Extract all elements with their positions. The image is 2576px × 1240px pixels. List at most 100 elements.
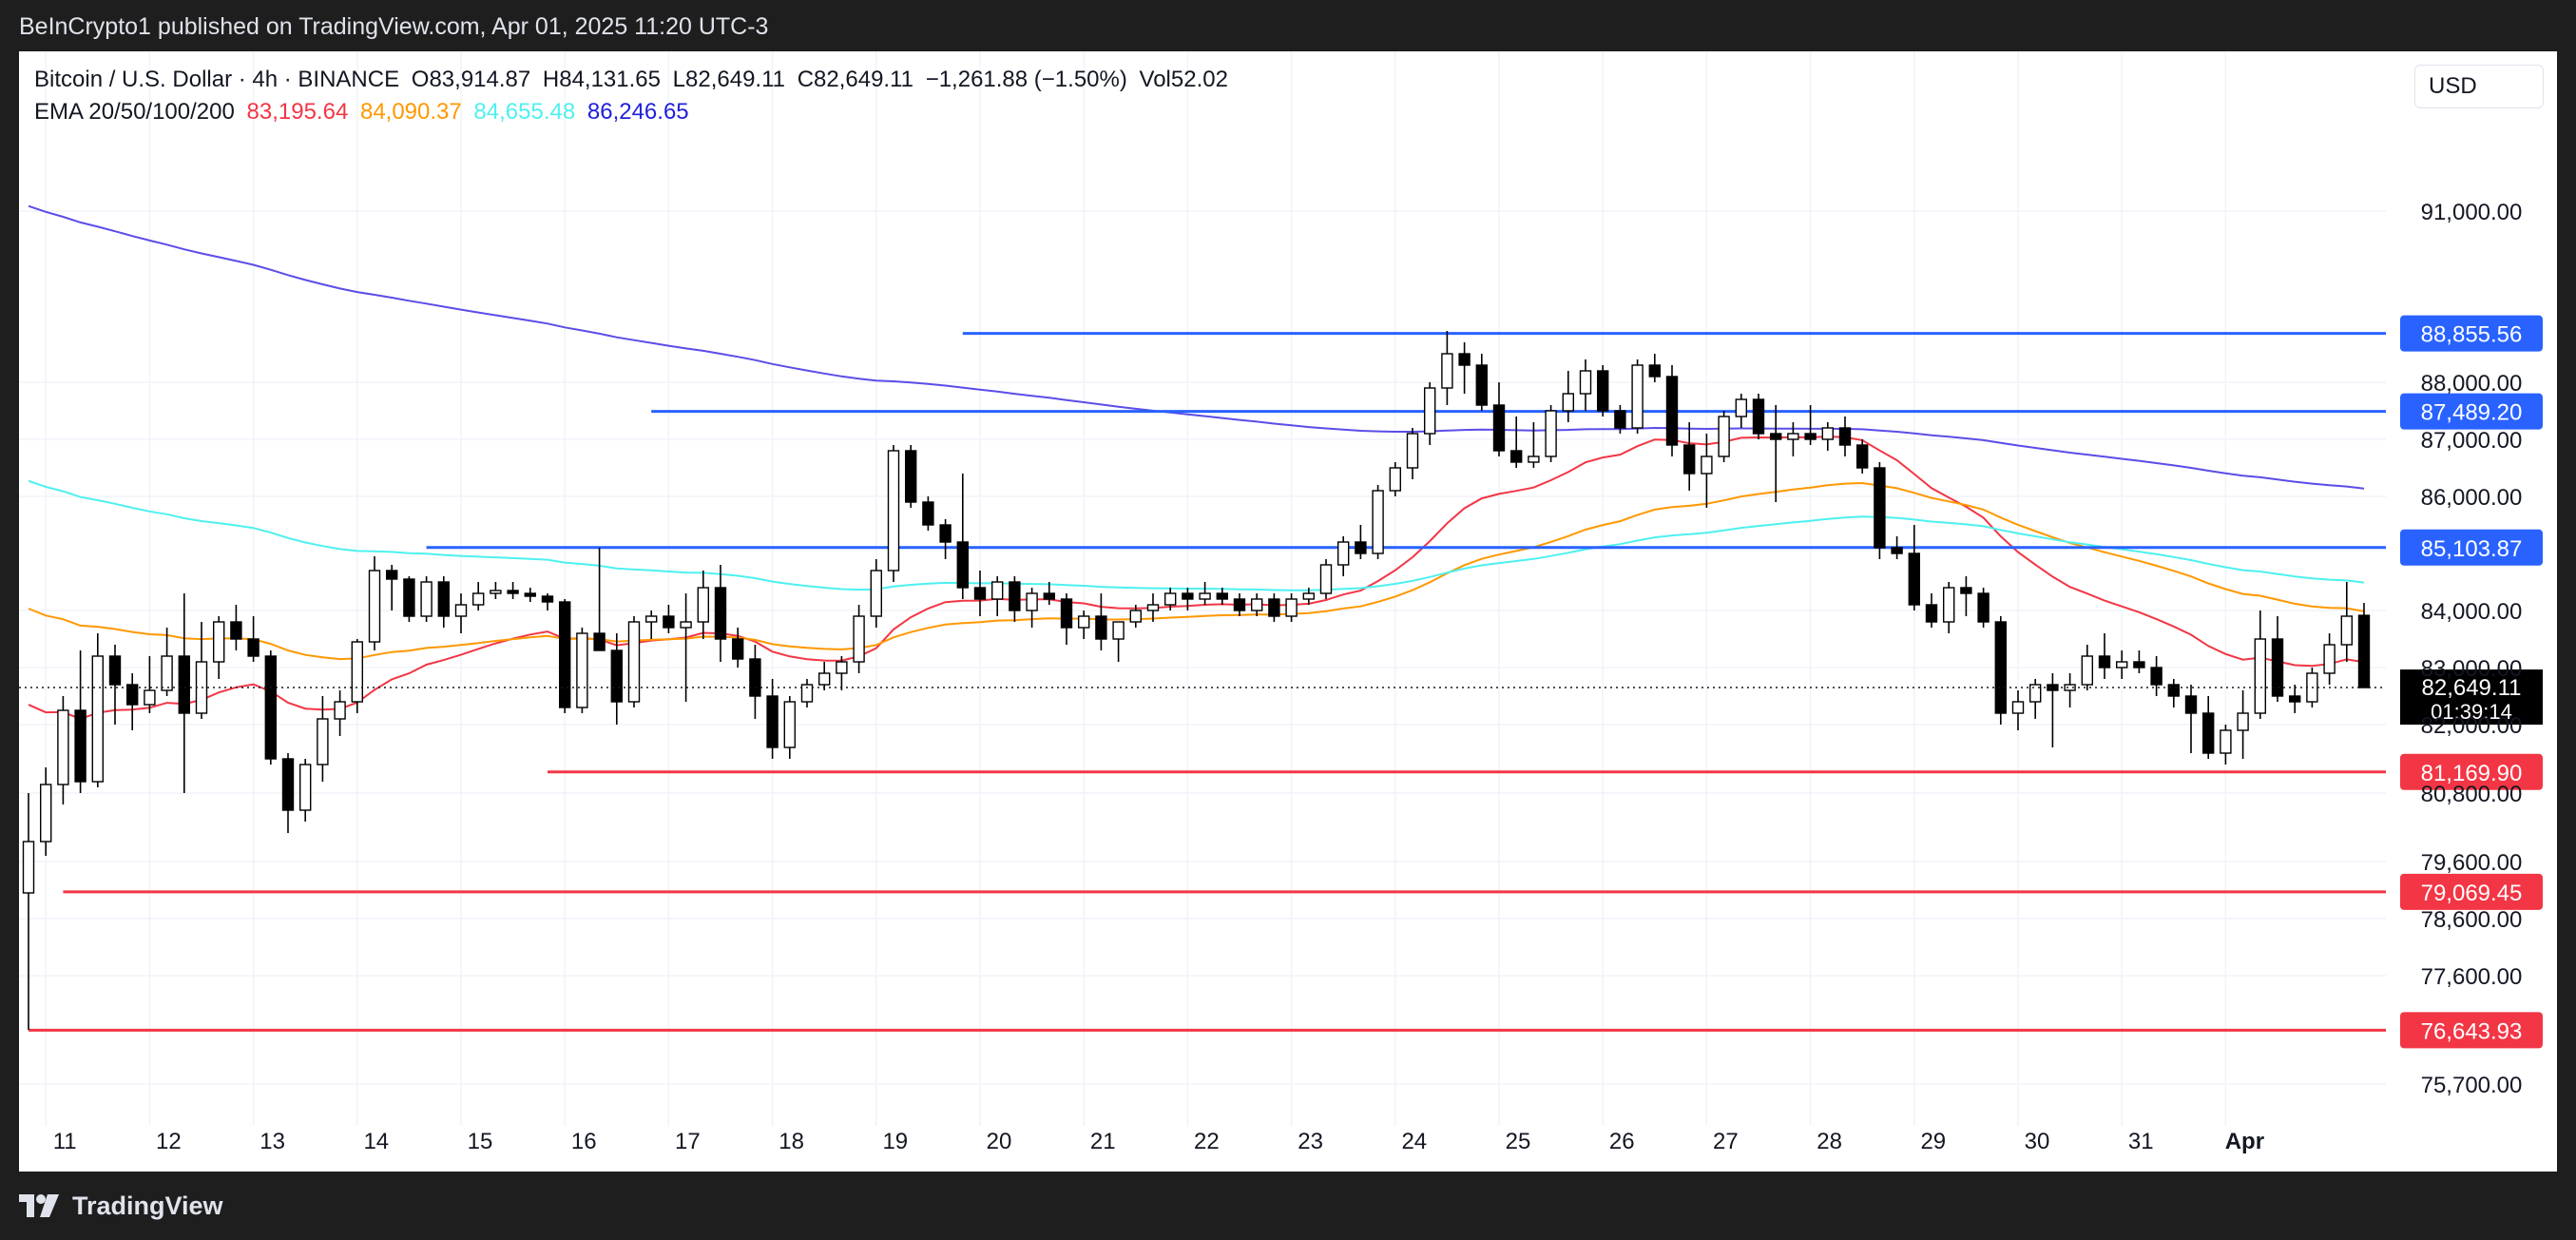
candle-down[interactable] <box>1752 398 1765 435</box>
candle-up[interactable] <box>2115 661 2128 668</box>
candle-up[interactable] <box>2323 644 2336 674</box>
candle-up[interactable] <box>212 621 225 663</box>
candle-down[interactable] <box>922 501 934 526</box>
candle-up[interactable] <box>1701 455 1713 475</box>
candle-down[interactable] <box>2184 695 2198 714</box>
candle-down[interactable] <box>2047 684 2059 691</box>
candle-up[interactable] <box>1942 587 1955 623</box>
candle-down[interactable] <box>2133 661 2145 668</box>
candle-down[interactable] <box>714 587 727 640</box>
candle-up[interactable] <box>1146 604 1160 611</box>
candle-down[interactable] <box>1095 615 1107 640</box>
candle-down[interactable] <box>386 570 398 580</box>
candle-down[interactable] <box>1043 592 1056 600</box>
candle-up[interactable] <box>818 672 831 686</box>
candle-down[interactable] <box>973 587 987 600</box>
candle-down[interactable] <box>74 709 87 783</box>
candle-up[interactable] <box>627 621 641 703</box>
candle-down[interactable] <box>1977 592 1990 623</box>
candle-up[interactable] <box>1199 592 1211 600</box>
candle-up[interactable] <box>334 701 346 720</box>
candle-down[interactable] <box>1682 444 1696 475</box>
candle-up[interactable] <box>1336 541 1350 566</box>
candle-up[interactable] <box>1319 564 1333 594</box>
candle-up[interactable] <box>870 570 882 617</box>
candle-down[interactable] <box>2150 667 2163 686</box>
candle-down[interactable] <box>939 524 952 543</box>
candle-up[interactable] <box>697 587 709 623</box>
candle-down[interactable] <box>2271 638 2284 697</box>
candle-down[interactable] <box>1596 370 1609 412</box>
candle-down[interactable] <box>2288 695 2301 703</box>
candle-up[interactable] <box>2220 729 2232 754</box>
candle-down[interactable] <box>1216 592 1229 600</box>
candle-down[interactable] <box>125 684 139 706</box>
candle-down[interactable] <box>1182 592 1194 600</box>
candle-up[interactable] <box>317 718 329 765</box>
candle-up[interactable] <box>1026 592 1038 611</box>
candle-down[interactable] <box>766 695 779 748</box>
candle-down[interactable] <box>1355 541 1367 554</box>
candle-up[interactable] <box>1112 621 1125 640</box>
candle-down[interactable] <box>2167 684 2181 697</box>
candle-up[interactable] <box>836 661 848 674</box>
candle-up[interactable] <box>1372 490 1384 554</box>
candle-down[interactable] <box>1475 364 1489 406</box>
candle-up[interactable] <box>1389 467 1402 492</box>
candle-up[interactable] <box>351 641 363 703</box>
candle-up[interactable] <box>1718 416 1730 457</box>
candle-up[interactable] <box>1735 398 1748 417</box>
candle-down[interactable] <box>559 601 571 708</box>
candle-down[interactable] <box>1838 427 1852 446</box>
candle-down[interactable] <box>230 621 242 640</box>
candle-down[interactable] <box>1268 598 1280 617</box>
candle-down[interactable] <box>1233 598 1246 611</box>
candle-down[interactable] <box>178 655 191 714</box>
candle-up[interactable] <box>2237 712 2249 731</box>
candle-up[interactable] <box>1163 592 1177 606</box>
candle-up[interactable] <box>57 709 69 785</box>
currency-button[interactable]: USD <box>2414 65 2544 108</box>
candle-up[interactable] <box>2340 615 2354 646</box>
candle-up[interactable] <box>299 764 312 811</box>
candle-up[interactable] <box>2081 655 2094 686</box>
candle-up[interactable] <box>783 701 796 748</box>
candle-down[interactable] <box>749 658 761 697</box>
candle-up[interactable] <box>853 615 865 663</box>
candle-up[interactable] <box>1441 353 1453 389</box>
candle-up[interactable] <box>2028 684 2042 703</box>
candle-down[interactable] <box>1648 364 1662 378</box>
candle-up[interactable] <box>1285 598 1298 617</box>
candle-up[interactable] <box>1821 427 1835 440</box>
candle-down[interactable] <box>281 758 295 811</box>
candle-up[interactable] <box>1302 592 1316 600</box>
candle-up[interactable] <box>2064 684 2076 691</box>
candle-up[interactable] <box>40 784 52 843</box>
candle-down[interactable] <box>1492 404 1506 452</box>
candle-up[interactable] <box>1787 433 1799 440</box>
candle-down[interactable] <box>437 581 450 617</box>
candle-up[interactable] <box>1129 610 1143 623</box>
candle-down[interactable] <box>1458 353 1471 366</box>
candle-down[interactable] <box>905 450 917 503</box>
candle-down[interactable] <box>247 638 260 657</box>
candle-up[interactable] <box>1077 615 1090 629</box>
candle-up[interactable] <box>1250 598 1263 611</box>
candle-down[interactable] <box>264 655 277 760</box>
candle-down[interactable] <box>593 632 606 651</box>
candle-down[interactable] <box>1874 467 1886 549</box>
candle-down[interactable] <box>1994 621 2008 714</box>
candle-down[interactable] <box>1009 581 1021 611</box>
candle-down[interactable] <box>1769 433 1782 440</box>
candle-up[interactable] <box>1631 364 1644 429</box>
candle-down[interactable] <box>1925 604 1938 623</box>
candle-up[interactable] <box>1406 433 1419 469</box>
candle-down[interactable] <box>507 590 519 594</box>
candle-up[interactable] <box>420 581 433 617</box>
candle-down[interactable] <box>108 655 122 686</box>
candle-up[interactable] <box>91 655 105 783</box>
candle-up[interactable] <box>368 570 381 643</box>
candle-down[interactable] <box>1060 598 1073 629</box>
candle-up[interactable] <box>144 689 156 706</box>
candle-down[interactable] <box>1509 450 1523 463</box>
